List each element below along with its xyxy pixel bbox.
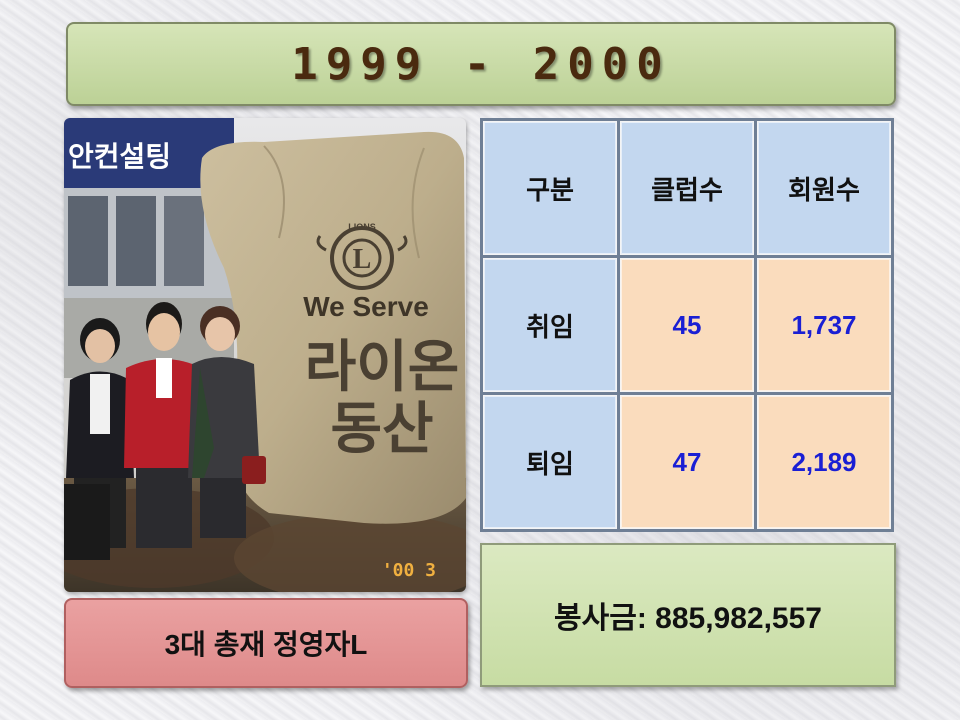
- stone-text-line2: 동산: [330, 397, 433, 462]
- svg-text:L: L: [353, 244, 372, 275]
- table-row: 취임 45 1,737: [483, 258, 891, 392]
- table-header-row: 구분 클럽수 회원수: [483, 121, 891, 255]
- photo: 안컨설팅 L LIONS We Serve 라이온 동산: [64, 118, 466, 592]
- header-members: 회원수: [757, 121, 891, 255]
- clubs-value: 45: [620, 258, 754, 392]
- clubs-value: 47: [620, 395, 754, 529]
- table-row: 퇴임 47 2,189: [483, 395, 891, 529]
- person-center: [124, 302, 204, 548]
- sign-text: 안컨설팅: [68, 141, 171, 172]
- date-stamp: '00 3: [382, 560, 436, 581]
- stats-table: 구분 클럽수 회원수 취임 45 1,737 퇴임 47 2,189: [480, 118, 894, 532]
- members-value: 2,189: [757, 395, 891, 529]
- fund-text: 봉사금: 885,982,557: [554, 602, 822, 635]
- memorial-stone: [200, 131, 466, 524]
- stone-text-line1: 라이온: [305, 335, 460, 400]
- header-clubs: 클럽수: [620, 121, 754, 255]
- fund-box: 봉사금: 885,982,557: [480, 543, 896, 687]
- header-category: 구분: [483, 121, 617, 255]
- motto-text: We Serve: [303, 291, 429, 322]
- emblem-text: LIONS: [348, 222, 376, 232]
- title-banner: 1999 - 2000: [66, 22, 896, 106]
- members-value: 1,737: [757, 258, 891, 392]
- plaque: [64, 484, 110, 560]
- caption-text: 3대 총재 정영자L: [164, 629, 368, 660]
- lions-emblem-icon: L LIONS: [316, 222, 408, 290]
- person-right: [188, 306, 266, 538]
- row-label: 퇴임: [483, 395, 617, 529]
- caption-box: 3대 총재 정영자L: [64, 598, 468, 688]
- row-label: 취임: [483, 258, 617, 392]
- title-text: 1999 - 2000: [291, 38, 671, 90]
- photo-illustration: 안컨설팅 L LIONS We Serve 라이온 동산: [64, 118, 466, 592]
